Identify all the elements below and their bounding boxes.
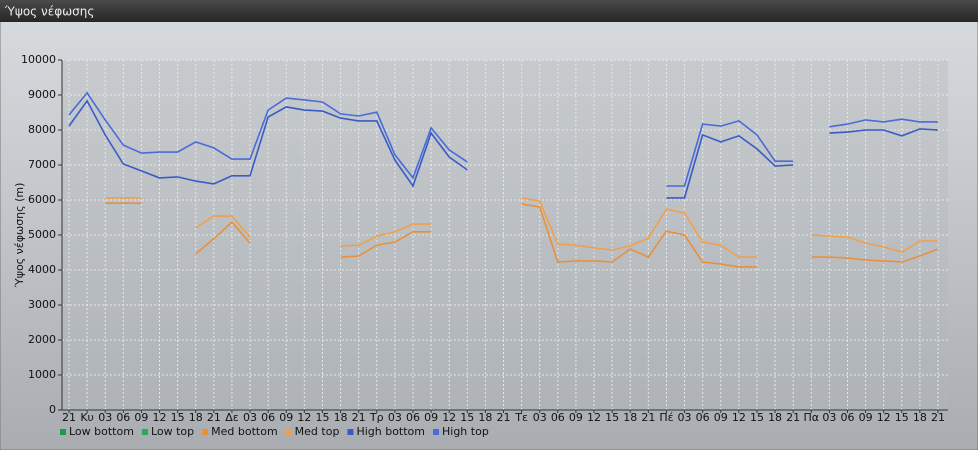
x-tick-label: 06 xyxy=(696,411,710,424)
x-tick-label: 12 xyxy=(587,411,601,424)
x-tick-label: 06 xyxy=(840,411,854,424)
y-tick-label: 8000 xyxy=(28,123,56,136)
x-tick-label: 06 xyxy=(116,411,130,424)
x-tick-label: 12 xyxy=(153,411,167,424)
y-tick-label: 10000 xyxy=(21,53,56,66)
x-tick-label: Πα xyxy=(804,411,820,424)
x-tick-label: 18 xyxy=(189,411,203,424)
title-bar xyxy=(0,0,978,22)
x-tick-label: 15 xyxy=(171,411,185,424)
legend-swatch xyxy=(60,429,66,435)
series-line xyxy=(105,197,938,258)
y-tick-label: 5000 xyxy=(28,228,56,241)
legend-label: High bottom xyxy=(356,425,425,438)
x-tick-label: 06 xyxy=(261,411,275,424)
x-tick-label: 06 xyxy=(406,411,420,424)
x-tick-label: Πέ xyxy=(659,411,673,424)
legend-label: Low bottom xyxy=(69,425,134,438)
y-tick-label: 3000 xyxy=(28,298,56,311)
x-tick-label: 21 xyxy=(207,411,221,424)
plot-area xyxy=(62,60,948,410)
x-tick-label: 12 xyxy=(297,411,311,424)
x-tick-label: 21 xyxy=(786,411,800,424)
x-tick-label: 15 xyxy=(895,411,909,424)
x-tick-label: 03 xyxy=(678,411,692,424)
chart-title: Ύψος νέφωσης xyxy=(4,5,94,19)
x-tick-label: 21 xyxy=(352,411,366,424)
legend-label: Med top xyxy=(295,425,340,438)
legend-swatch xyxy=(347,429,354,435)
x-tick-label: 03 xyxy=(98,411,112,424)
legend-swatch xyxy=(433,429,439,435)
x-tick-label: 15 xyxy=(750,411,764,424)
legend-swatch xyxy=(141,429,148,435)
x-tick-label: 18 xyxy=(334,411,348,424)
x-tick-label: 09 xyxy=(714,411,728,424)
x-tick-label: 18 xyxy=(478,411,492,424)
x-tick-label: 18 xyxy=(623,411,637,424)
y-axis-label: Ύψος νέφωσης (m) xyxy=(13,183,26,289)
x-tick-label: 18 xyxy=(768,411,782,424)
x-tick-label: 12 xyxy=(442,411,456,424)
x-tick-label: 03 xyxy=(533,411,547,424)
y-tick-label: 1000 xyxy=(28,368,56,381)
x-tick-label: 09 xyxy=(424,411,438,424)
series-line xyxy=(68,91,938,187)
x-tick-label: 15 xyxy=(460,411,474,424)
series-line xyxy=(105,202,939,268)
x-tick-label: Κυ xyxy=(80,411,94,424)
x-tick-label: Τρ xyxy=(369,411,384,424)
y-tick-label: 4000 xyxy=(28,263,56,276)
x-tick-label: 21 xyxy=(62,411,76,424)
x-tick-label: 21 xyxy=(931,411,945,424)
legend-swatch xyxy=(285,429,292,435)
x-tick-label: 09 xyxy=(279,411,293,424)
legend-label: Low top xyxy=(151,425,194,438)
x-tick-label: 18 xyxy=(913,411,927,424)
legend-label: High top xyxy=(442,425,489,438)
x-tick-label: 03 xyxy=(822,411,836,424)
y-tick-label: 0 xyxy=(49,403,56,416)
y-tick-label: 2000 xyxy=(28,333,56,346)
x-tick-label: 09 xyxy=(134,411,148,424)
x-tick-label: 06 xyxy=(551,411,565,424)
x-tick-label: 09 xyxy=(569,411,583,424)
x-tick-label: 15 xyxy=(605,411,619,424)
x-tick-label: 03 xyxy=(243,411,257,424)
x-tick-label: 21 xyxy=(497,411,511,424)
x-tick-label: 12 xyxy=(732,411,746,424)
x-tick-label: 15 xyxy=(315,411,329,424)
legend-label: Med bottom xyxy=(211,425,278,438)
x-tick-label: Τε xyxy=(514,411,528,424)
y-tick-label: 9000 xyxy=(28,88,56,101)
x-tick-label: 21 xyxy=(641,411,655,424)
x-tick-label: Δε xyxy=(225,411,239,424)
series-line xyxy=(68,99,939,199)
x-tick-label: 12 xyxy=(877,411,891,424)
legend-swatch xyxy=(202,429,209,435)
x-tick-label: 09 xyxy=(859,411,873,424)
y-tick-label: 6000 xyxy=(28,193,56,206)
y-tick-label: 7000 xyxy=(28,158,56,171)
x-tick-label: 03 xyxy=(388,411,402,424)
